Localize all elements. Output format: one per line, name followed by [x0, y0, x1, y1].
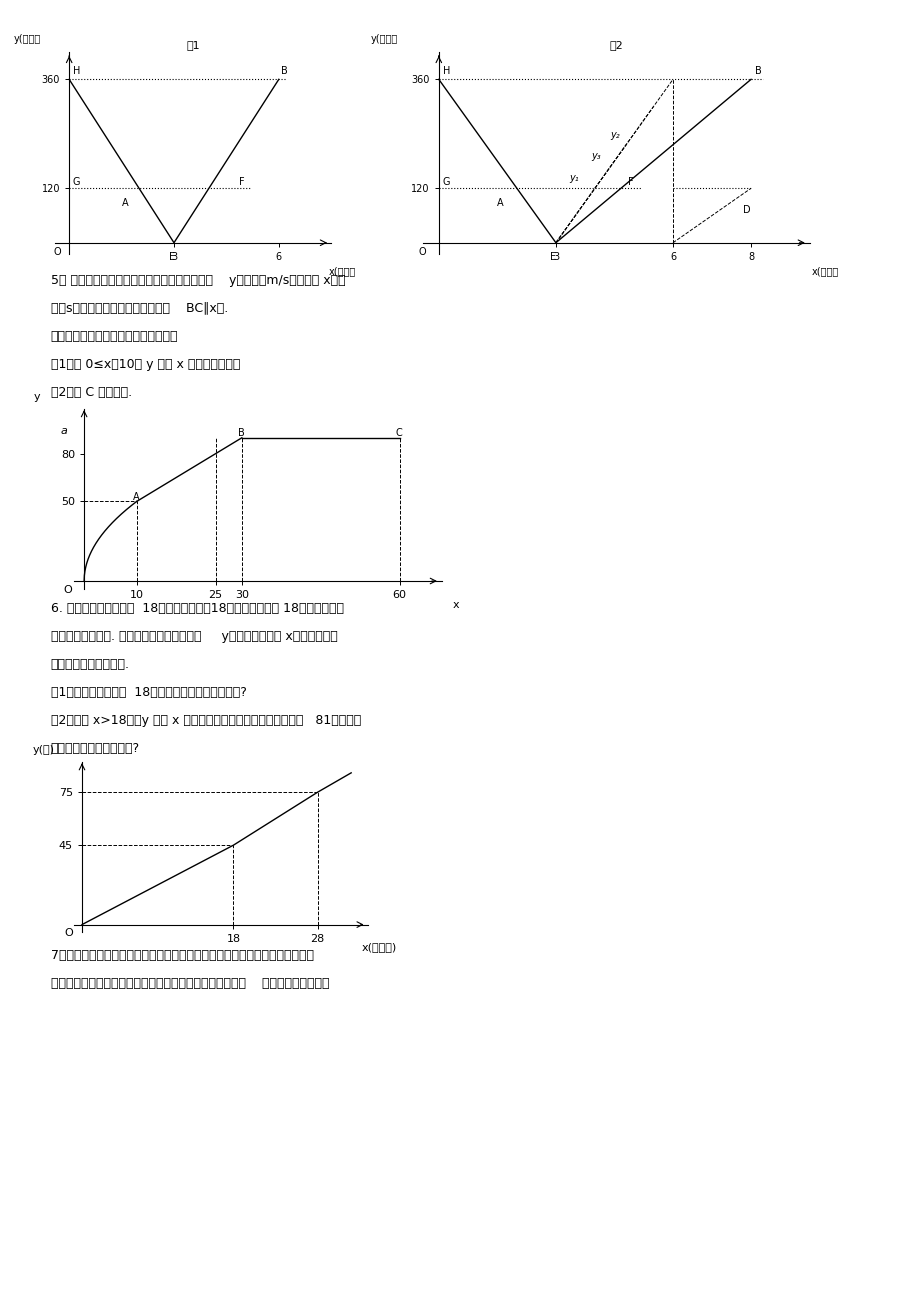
Text: （1）若某月用水量为  18立方米，则应交水费多少元?: （1）若某月用水量为 18立方米，则应交水费多少元? [51, 685, 246, 698]
Text: 请根据图象提供的信息解答下列问题：: 请根据图象提供的信息解答下列问题： [51, 330, 178, 343]
Text: 个月用水量为多少立方米?: 个月用水量为多少立方米? [51, 743, 140, 754]
Text: A: A [133, 491, 140, 502]
Text: B: B [280, 66, 287, 76]
Text: B: B [237, 429, 244, 438]
Y-axis label: y(千米）: y(千米） [370, 34, 398, 44]
Text: （2）求当 x>18时，y 关于 x 的函数表达式，若小敏家某月交水费   81元，则这: （2）求当 x>18时，y 关于 x 的函数表达式，若小敏家某月交水费 81元，… [51, 714, 360, 727]
X-axis label: x: x [452, 599, 460, 610]
Text: O: O [53, 248, 62, 257]
Text: 7．为响应绻色出行号召，越来越多市民选择租用共享单车出行，已知某共享单: 7．为响应绻色出行号召，越来越多市民选择租用共享单车出行，已知某共享单 [51, 949, 313, 962]
Text: C: C [395, 429, 402, 438]
Text: y₁: y₁ [569, 173, 579, 184]
X-axis label: x(小时）: x(小时） [328, 266, 356, 276]
Text: G: G [442, 177, 449, 186]
Y-axis label: y(元): y(元) [33, 745, 55, 756]
Text: O: O [64, 928, 74, 938]
Text: H: H [73, 66, 80, 76]
Text: O: O [418, 248, 425, 257]
Y-axis label: y(千米）: y(千米） [14, 34, 41, 44]
Text: y₂: y₂ [610, 130, 619, 141]
Text: A: A [497, 198, 504, 208]
Text: F: F [238, 177, 244, 186]
X-axis label: x(立方米): x(立方米) [362, 942, 397, 951]
Text: F: F [628, 177, 633, 186]
Y-axis label: y: y [33, 392, 40, 401]
Title: 图1: 图1 [187, 40, 199, 50]
Text: O: O [63, 585, 73, 594]
X-axis label: x(小时）: x(小时） [811, 266, 838, 276]
Text: 函数，其图象如图所示.: 函数，其图象如图所示. [51, 658, 130, 671]
Title: 图2: 图2 [609, 40, 622, 50]
Text: 5． 和谐号火车从车站出发，在行驶过程中速度    y（单位：m/s）与时间 x（单: 5． 和谐号火车从车站出发，在行驶过程中速度 y（单位：m/s）与时间 x（单 [51, 274, 345, 287]
Text: 6. 某市规定了每月用水  18立方米以内（吤18立方米）和用水 18立方米以上两: 6. 某市规定了每月用水 18立方米以内（吤18立方米）和用水 18立方米以上两 [51, 602, 343, 615]
Text: 位：s）的关系如图所示，其中线段    BC∥x轴.: 位：s）的关系如图所示，其中线段 BC∥x轴. [51, 301, 228, 314]
Text: （2）求 C 点的坐标.: （2）求 C 点的坐标. [51, 386, 131, 399]
Text: 种不同的收费标准. 该市的用户每月应交水费     y（元）是用水量 x（立方米）的: 种不同的收费标准. 该市的用户每月应交水费 y（元）是用水量 x（立方米）的 [51, 629, 337, 642]
Text: B: B [754, 66, 761, 76]
Text: y₃: y₃ [590, 151, 600, 160]
Text: G: G [73, 177, 80, 186]
Text: （1）当 0≤x＜10求 y 关于 x 的函数解析式；: （1）当 0≤x＜10求 y 关于 x 的函数解析式； [51, 357, 240, 370]
Text: E: E [550, 251, 556, 262]
Text: D: D [743, 206, 750, 215]
Text: a: a [61, 426, 67, 437]
Text: A: A [121, 198, 128, 208]
Text: H: H [442, 66, 449, 76]
Text: 车公司为市民提供了手机支付和会员卡支付两种支付方式，    如图描述了两种方式: 车公司为市民提供了手机支付和会员卡支付两种支付方式， 如图描述了两种方式 [51, 977, 329, 989]
Text: E: E [168, 251, 175, 262]
